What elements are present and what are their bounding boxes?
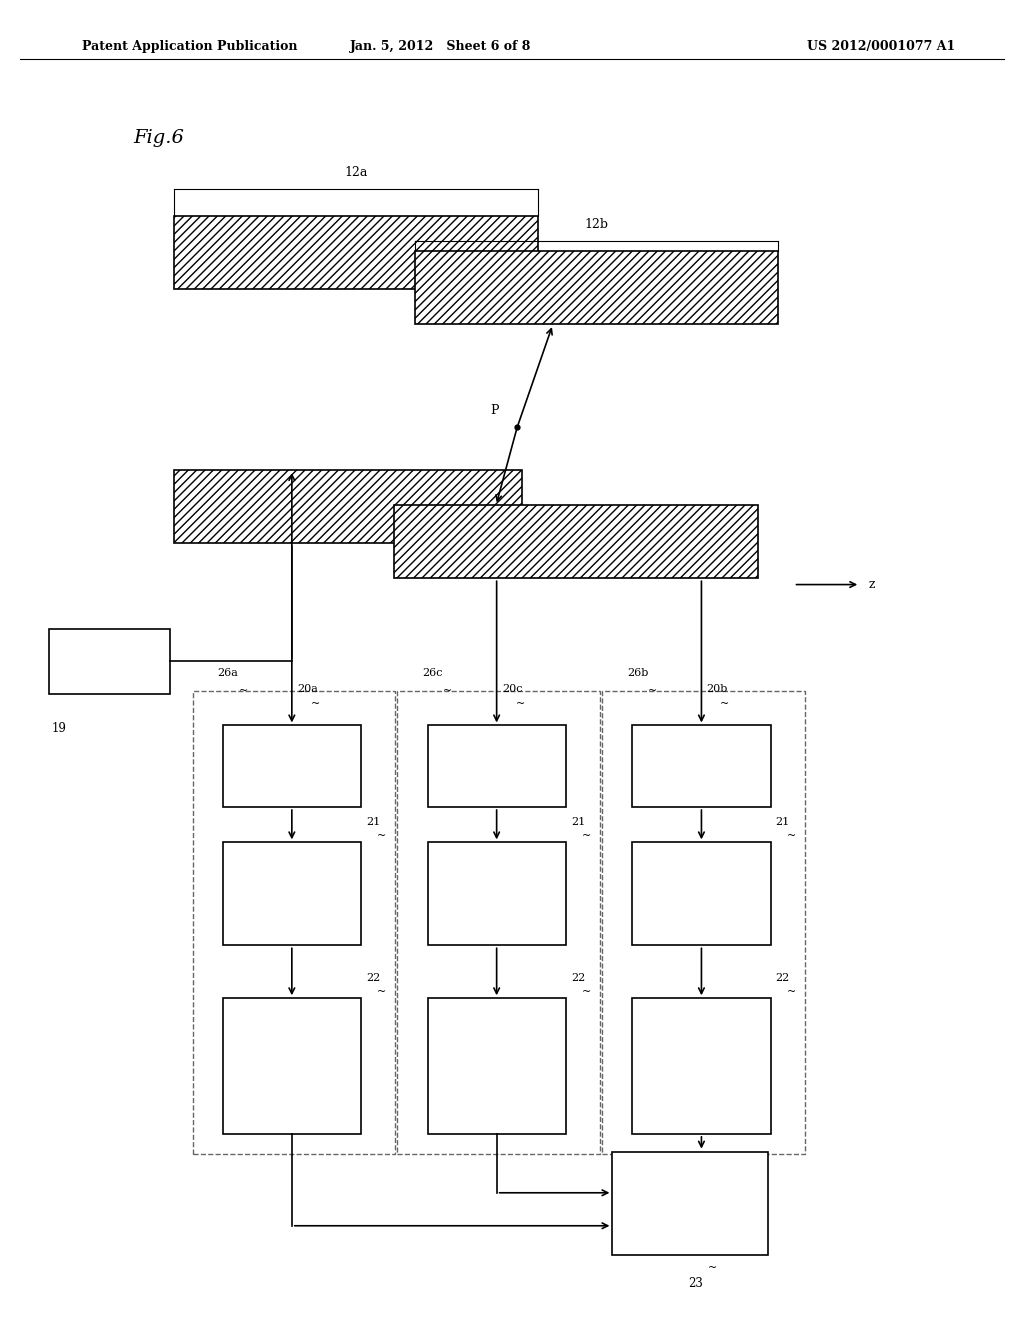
Text: 22: 22 (571, 973, 585, 983)
Text: 19: 19 (51, 722, 67, 735)
Bar (174, 216, 538, 289)
Text: US 2012/0001077 A1: US 2012/0001077 A1 (807, 40, 954, 53)
Text: 20b: 20b (707, 684, 728, 694)
Text: 21: 21 (367, 817, 380, 828)
Bar (222, 726, 360, 807)
Text: ~: ~ (786, 987, 796, 997)
Text: ~: ~ (377, 832, 386, 841)
Text: SECOND
FILTER: SECOND FILTER (471, 755, 522, 777)
Bar (174, 470, 522, 543)
Text: ~: ~ (239, 686, 248, 697)
Text: 21: 21 (571, 817, 585, 828)
Text: z: z (868, 578, 874, 591)
Text: ~: ~ (443, 686, 453, 697)
Text: Patent Application Publication: Patent Application Publication (82, 40, 297, 53)
Text: P: P (490, 404, 499, 417)
Bar (394, 506, 758, 578)
Text: ~: ~ (515, 700, 525, 709)
Text: ~: ~ (582, 832, 591, 841)
Text: FLUORESCEN
CE INTENSITY
CALCULATION
SECTION: FLUORESCEN CE INTENSITY CALCULATION SECT… (664, 1045, 739, 1086)
Text: ~: ~ (708, 1263, 718, 1274)
Text: 26b: 26b (627, 668, 648, 677)
Text: 22: 22 (367, 973, 380, 983)
Text: DATA
STORAGE
SECTION: DATA STORAGE SECTION (662, 1185, 719, 1221)
Text: ~: ~ (310, 700, 321, 709)
Bar (633, 998, 771, 1134)
Text: 12a: 12a (344, 165, 368, 178)
Bar (222, 842, 360, 945)
Text: 26c: 26c (422, 668, 443, 677)
Text: 21: 21 (776, 817, 790, 828)
Text: 23: 23 (688, 1278, 702, 1290)
Bar (222, 998, 360, 1134)
Text: 12b: 12b (585, 218, 608, 231)
Text: THIRD
FILTER: THIRD FILTER (680, 755, 723, 777)
Text: FIRST
FILTER: FIRST FILTER (270, 755, 313, 777)
Bar (633, 842, 771, 945)
Bar (602, 692, 805, 1154)
Bar (415, 251, 778, 325)
Bar (397, 692, 600, 1154)
Text: 26a: 26a (217, 668, 239, 677)
Bar (428, 726, 565, 807)
Text: LOR
SPECIFYIN
G SECTION: LOR SPECIFYIN G SECTION (260, 879, 324, 908)
Text: LOR
SPECIFYIN
G SECTION: LOR SPECIFYIN G SECTION (465, 879, 528, 908)
Text: LOR
SPECIFYIN
G SECTION: LOR SPECIFYIN G SECTION (670, 879, 733, 908)
Text: FLUORESCEN
CE INTENSITY
CALCULATION
SECTION: FLUORESCEN CE INTENSITY CALCULATION SECT… (254, 1045, 330, 1086)
Text: ~: ~ (582, 987, 591, 997)
Text: Jan. 5, 2012   Sheet 6 of 8: Jan. 5, 2012 Sheet 6 of 8 (349, 40, 531, 53)
Bar (428, 998, 565, 1134)
Text: CLOCK: CLOCK (86, 655, 133, 668)
Text: 22: 22 (776, 973, 790, 983)
Bar (49, 628, 170, 694)
Text: ~: ~ (786, 832, 796, 841)
Text: 20c: 20c (502, 684, 522, 694)
Text: ~: ~ (377, 987, 386, 997)
Bar (612, 1151, 768, 1254)
Text: ~: ~ (720, 700, 730, 709)
Bar (633, 726, 771, 807)
Text: 20a: 20a (297, 684, 317, 694)
Text: Fig.6: Fig.6 (133, 129, 184, 148)
Bar (428, 842, 565, 945)
Bar (193, 692, 395, 1154)
Text: FLUORESCENC
E INTENSITY
CALCULATION
SECTION: FLUORESCENC E INTENSITY CALCULATION SECT… (457, 1045, 537, 1086)
Text: ~: ~ (648, 686, 657, 697)
